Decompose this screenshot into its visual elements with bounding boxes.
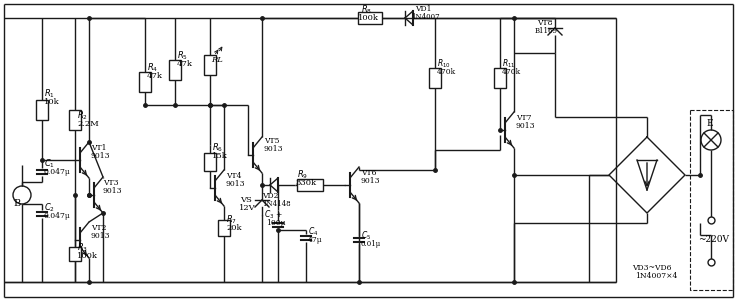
Text: 9013: 9013: [226, 180, 245, 188]
Text: 47k: 47k: [147, 72, 163, 80]
Text: 12V: 12V: [239, 204, 256, 212]
Bar: [429, 68, 441, 88]
Text: 0.047μ: 0.047μ: [44, 168, 71, 176]
Bar: [69, 110, 81, 130]
Text: 10k: 10k: [44, 98, 60, 106]
Text: 9013: 9013: [264, 145, 284, 153]
Text: $R_9$: $R_9$: [297, 169, 308, 181]
Text: $R_6$: $R_6$: [212, 142, 223, 154]
Text: B: B: [13, 200, 20, 209]
Bar: [204, 55, 216, 75]
Text: 0.01μ: 0.01μ: [361, 240, 381, 248]
Text: 47k: 47k: [177, 60, 193, 68]
Text: 2.2M: 2.2M: [77, 120, 99, 128]
Text: 470k: 470k: [437, 68, 456, 76]
Text: 47μ: 47μ: [308, 236, 323, 244]
Text: ~220V: ~220V: [698, 235, 729, 244]
Bar: [218, 220, 230, 236]
Text: VT3: VT3: [103, 179, 119, 187]
Text: 9013: 9013: [91, 232, 111, 240]
Text: VT2: VT2: [91, 224, 107, 232]
Text: $R_2$: $R_2$: [77, 110, 88, 122]
Bar: [204, 153, 216, 171]
Text: VT8: VT8: [537, 19, 553, 27]
Text: 1N4148: 1N4148: [262, 200, 290, 208]
Text: $C_5$: $C_5$: [361, 230, 371, 242]
Bar: [139, 72, 151, 92]
Bar: [358, 12, 382, 24]
Bar: [169, 60, 181, 80]
Text: VD2: VD2: [262, 192, 279, 200]
Text: B1169: B1169: [535, 27, 558, 35]
Text: 9013: 9013: [361, 177, 380, 185]
Text: 20k: 20k: [226, 224, 242, 232]
Bar: [36, 100, 48, 120]
Text: 100k: 100k: [358, 14, 379, 22]
Text: E: E: [706, 119, 713, 128]
Text: $C_3$ +: $C_3$ +: [264, 209, 283, 221]
Text: $R_5$: $R_5$: [177, 50, 188, 62]
Text: 330k: 330k: [295, 179, 316, 187]
Text: 9013: 9013: [103, 187, 122, 195]
Text: VS: VS: [240, 196, 252, 204]
Text: VT4: VT4: [226, 172, 242, 180]
Text: 100μ: 100μ: [266, 219, 285, 227]
Text: 1N4007×4: 1N4007×4: [635, 272, 677, 280]
Bar: [297, 179, 323, 191]
Text: $R_{10}$: $R_{10}$: [437, 58, 451, 70]
Text: VT7: VT7: [516, 114, 531, 122]
Text: 9013: 9013: [91, 152, 111, 160]
Text: 9013: 9013: [516, 122, 536, 130]
Text: 100k: 100k: [77, 252, 98, 260]
Text: $R_7$: $R_7$: [226, 214, 237, 226]
Text: VD3~VD6: VD3~VD6: [632, 264, 671, 272]
Bar: [494, 68, 506, 88]
Text: 0.047μ: 0.047μ: [44, 212, 71, 220]
Text: $R_4$: $R_4$: [147, 62, 158, 74]
Text: VT6: VT6: [361, 169, 377, 177]
Text: 470k: 470k: [502, 68, 521, 76]
Text: VT5: VT5: [264, 137, 279, 145]
Bar: [69, 247, 81, 261]
Text: $C_1$: $C_1$: [44, 158, 55, 170]
Text: $R_3$: $R_3$: [77, 242, 88, 254]
Text: 1N4007: 1N4007: [411, 13, 440, 21]
Text: $R_{11}$: $R_{11}$: [502, 58, 516, 70]
Text: $R_1$: $R_1$: [44, 88, 55, 100]
Text: VT1: VT1: [91, 144, 107, 152]
Text: RL: RL: [211, 56, 223, 64]
Text: $C_4$: $C_4$: [308, 226, 318, 238]
Text: VD1: VD1: [415, 5, 431, 13]
Text: $C_2$: $C_2$: [44, 202, 55, 214]
Text: $R_8$: $R_8$: [361, 4, 372, 16]
Text: 15k: 15k: [212, 152, 228, 160]
